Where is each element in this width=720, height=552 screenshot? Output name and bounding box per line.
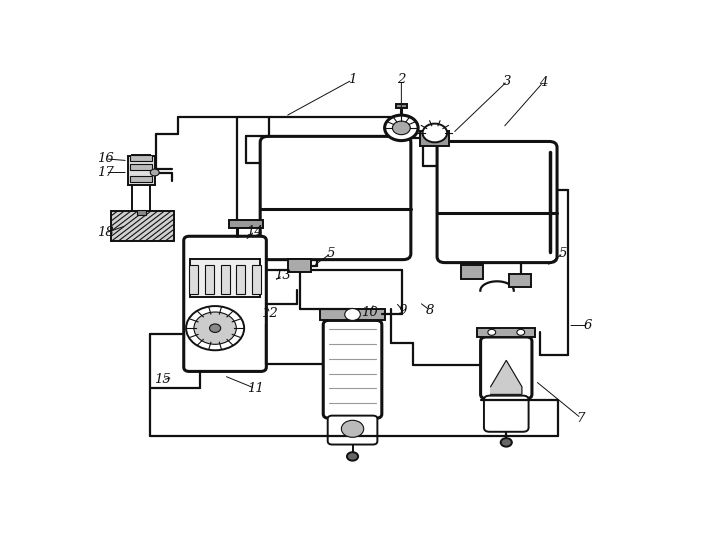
Polygon shape [490, 360, 522, 394]
FancyBboxPatch shape [260, 136, 411, 259]
Circle shape [488, 330, 495, 335]
Bar [220, 264, 230, 294]
Circle shape [150, 169, 159, 176]
Text: 12: 12 [261, 307, 278, 320]
Circle shape [500, 438, 512, 447]
Text: 16: 16 [97, 152, 114, 166]
Bar [190, 259, 260, 297]
Text: 10: 10 [361, 306, 377, 319]
Text: 1: 1 [348, 73, 356, 86]
Circle shape [345, 309, 360, 320]
Text: 4: 4 [539, 76, 547, 89]
Bar [236, 264, 245, 294]
Text: 8: 8 [426, 304, 435, 317]
Circle shape [384, 115, 418, 141]
Bar [289, 259, 311, 272]
Text: 17: 17 [97, 166, 114, 179]
Text: 9: 9 [398, 304, 407, 317]
Bar [128, 156, 155, 185]
Circle shape [341, 420, 364, 437]
Text: 5: 5 [327, 247, 336, 260]
Text: 2: 2 [397, 73, 405, 86]
Bar [132, 156, 150, 211]
Circle shape [423, 124, 447, 142]
Text: 11: 11 [247, 382, 264, 395]
Text: 18: 18 [97, 226, 114, 240]
Bar [420, 131, 449, 146]
Circle shape [210, 324, 221, 332]
Bar [111, 211, 174, 241]
Circle shape [347, 452, 358, 461]
FancyBboxPatch shape [481, 337, 532, 399]
Circle shape [392, 121, 410, 135]
Bar [189, 264, 198, 294]
Bar [477, 328, 535, 337]
Bar [130, 176, 153, 182]
Bar [205, 264, 214, 294]
FancyBboxPatch shape [437, 141, 557, 263]
Circle shape [194, 312, 236, 344]
Bar [320, 309, 385, 320]
Bar [252, 264, 261, 294]
Text: 6: 6 [583, 319, 592, 332]
Bar [461, 265, 483, 279]
Text: 15: 15 [154, 373, 171, 386]
FancyBboxPatch shape [328, 416, 377, 444]
Bar [137, 210, 145, 215]
Bar [396, 104, 407, 108]
Bar [130, 164, 153, 171]
Text: 7: 7 [577, 412, 585, 424]
Text: 14: 14 [246, 225, 263, 238]
FancyBboxPatch shape [323, 320, 382, 418]
Circle shape [517, 330, 525, 335]
FancyBboxPatch shape [484, 396, 528, 432]
FancyBboxPatch shape [184, 236, 266, 371]
Text: 3: 3 [503, 75, 512, 88]
Bar [229, 220, 263, 228]
Circle shape [186, 306, 244, 351]
Text: 5: 5 [559, 247, 567, 260]
Text: 13: 13 [274, 269, 291, 282]
Bar [509, 274, 531, 287]
Bar [130, 155, 153, 161]
